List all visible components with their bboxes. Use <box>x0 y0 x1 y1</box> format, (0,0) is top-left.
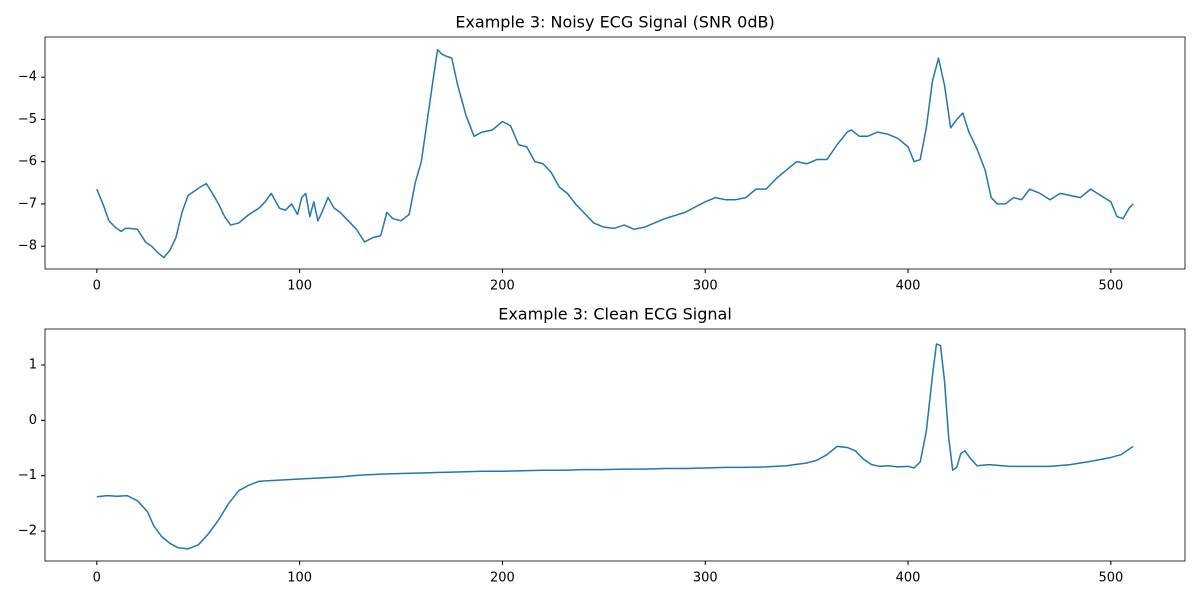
plot-frame <box>44 36 1186 270</box>
x-tick-label: 300 <box>693 571 718 586</box>
x-tick-label: 0 <box>93 571 101 586</box>
y-tick-label: 0 <box>29 413 37 428</box>
x-tick-label: 400 <box>896 571 921 586</box>
x-tick-label: 300 <box>693 279 718 294</box>
y-tick-label: −7 <box>18 196 37 211</box>
x-tick-label: 100 <box>287 571 312 586</box>
plot-frame <box>44 328 1186 562</box>
x-tick-label: 500 <box>1098 279 1123 294</box>
chart-title: Example 3: Noisy ECG Signal (SNR 0dB) <box>455 13 774 32</box>
y-tick-label: −8 <box>18 239 37 254</box>
x-tick-label: 100 <box>287 279 312 294</box>
x-tick-label: 500 <box>1098 571 1123 586</box>
x-tick-label: 200 <box>490 279 515 294</box>
x-tick-label: 200 <box>490 571 515 586</box>
y-tick-label: 1 <box>29 357 37 372</box>
x-tick-label: 0 <box>93 279 101 294</box>
x-tick-label: 400 <box>896 279 921 294</box>
line <box>96 48 1134 259</box>
y-tick-label: −5 <box>18 112 37 127</box>
y-tick-label: −6 <box>18 154 37 169</box>
y-tick-label: −1 <box>18 468 37 483</box>
y-tick-label: −2 <box>18 524 37 539</box>
y-tick-label: −4 <box>18 70 37 85</box>
chart-title: Example 3: Clean ECG Signal <box>498 305 732 324</box>
line <box>96 343 1134 550</box>
